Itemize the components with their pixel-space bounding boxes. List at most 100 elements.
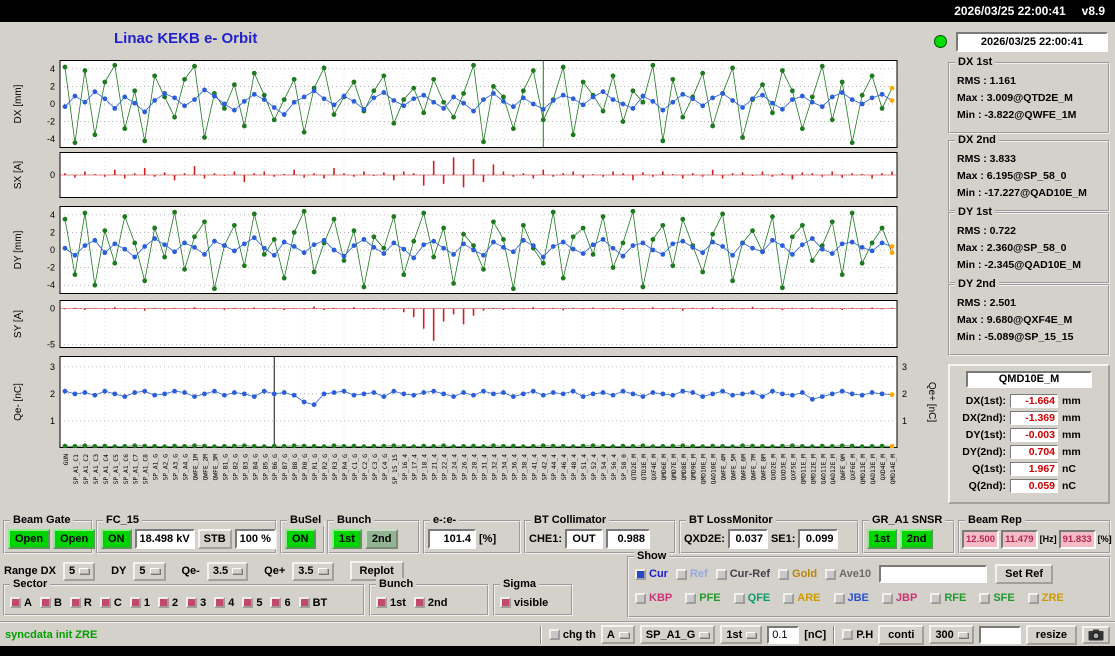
show-checkbox-qfe[interactable]: QFE (733, 592, 770, 604)
threshold-input[interactable] (767, 625, 800, 644)
checkbox-indicator[interactable] (500, 597, 511, 608)
sector-checkbox-1[interactable]: 1 (129, 597, 150, 609)
checkbox-indicator[interactable] (1027, 592, 1039, 604)
checkbox-indicator[interactable] (99, 597, 111, 608)
checkbox-indicator[interactable] (129, 597, 141, 608)
sector-checkbox-4[interactable]: 4 (214, 597, 234, 609)
monitor-unit: mm (1062, 428, 1081, 441)
sy-steering-plot[interactable]: 0 -5 SY [A] (8, 300, 940, 349)
sector-checkbox-a[interactable]: A (10, 597, 32, 609)
checkbox-indicator[interactable] (157, 597, 169, 608)
sector-select[interactable]: A (600, 625, 635, 644)
checkbox-indicator[interactable] (825, 568, 837, 580)
sx-steering-plot[interactable]: 0 SX [A] (8, 152, 940, 198)
ph-checkbox[interactable]: P.H (842, 629, 873, 641)
sector-checkbox-c[interactable]: C (99, 597, 122, 609)
sector-checkbox-b[interactable]: B (39, 597, 62, 609)
sector-checkbox-6[interactable]: 6 (270, 597, 291, 609)
sigma-visible-checkbox[interactable]: visible (500, 597, 548, 609)
monitor-row: DX(2nd): -1.369 mm (956, 409, 1102, 426)
beam-gate-open-2-button[interactable]: Open (53, 529, 96, 549)
checkbox-indicator[interactable] (186, 597, 198, 608)
blank-input[interactable] (978, 625, 1021, 644)
checkbox-indicator[interactable] (715, 568, 727, 580)
show-checkbox-jbp[interactable]: JBP (881, 592, 917, 604)
range-qe-minus-select[interactable]: 3.5 (206, 561, 249, 581)
snsr-2nd-button[interactable]: 2nd (899, 529, 934, 549)
fc15-on-button[interactable]: ON (101, 529, 132, 549)
sector-checkbox-2[interactable]: 2 (157, 597, 178, 609)
charge-plot[interactable]: 3 2 1 3 2 1 Qe- [nC] Qe+ [nC] (8, 356, 940, 450)
conti-button[interactable]: conti (878, 624, 925, 645)
busel-on-button[interactable]: ON (285, 529, 316, 549)
show-checkbox-cur[interactable]: Cur (635, 568, 668, 580)
screenshot-button[interactable] (1082, 625, 1110, 644)
show-checkbox-gold[interactable]: Gold (778, 568, 817, 580)
bunch-2nd-button[interactable]: 2nd (364, 529, 399, 549)
bunch-select[interactable]: 1st (720, 625, 763, 644)
checkbox-label: 2nd (427, 596, 448, 609)
show-checkbox-zre[interactable]: ZRE (1027, 592, 1064, 604)
titlebar-version: v8.9 (1081, 4, 1105, 18)
checkbox-indicator[interactable] (685, 592, 697, 604)
fc15-stb-button[interactable]: STB (197, 529, 232, 549)
sector-checkbox-3[interactable]: 3 (186, 597, 206, 609)
svg-text:GUN: GUN (63, 454, 70, 466)
checkbox-indicator[interactable] (635, 568, 646, 580)
show-checkbox-ave10[interactable]: Ave10 (825, 568, 871, 580)
checkbox-indicator[interactable] (10, 597, 21, 608)
checkbox-indicator[interactable] (270, 597, 282, 608)
interval-select[interactable]: 300 (929, 625, 974, 644)
checkbox-indicator[interactable] (881, 592, 893, 604)
chg-th-checkbox[interactable]: chg th (548, 628, 596, 641)
checkbox-label: 5 (256, 596, 263, 609)
sector-checkbox-bt[interactable]: BT (298, 597, 327, 609)
checkbox-label: A (24, 596, 32, 609)
checkbox-indicator[interactable] (733, 592, 745, 604)
ref-name-input[interactable] (879, 565, 988, 583)
monitor-row: Q(2nd): 0.059 nC (956, 477, 1102, 494)
checkbox-indicator[interactable] (548, 629, 560, 640)
show-checkbox-jbe[interactable]: JBE (833, 592, 869, 604)
checkbox-indicator[interactable] (675, 568, 687, 580)
checkbox-indicator[interactable] (930, 592, 942, 604)
checkbox-indicator[interactable] (413, 597, 425, 608)
checkbox-indicator[interactable] (833, 592, 845, 604)
set-ref-button[interactable]: Set Ref (995, 564, 1054, 584)
beam-gate-open-1-button[interactable]: Open (8, 529, 51, 549)
resize-button[interactable]: resize (1025, 624, 1077, 645)
checkbox-indicator[interactable] (376, 597, 387, 608)
snsr-1st-button[interactable]: 1st (867, 529, 897, 549)
show-checkbox-pfe[interactable]: PFE (685, 592, 721, 604)
checkbox-indicator[interactable] (842, 629, 854, 640)
show-checkbox-sfe[interactable]: SFE (979, 592, 1015, 604)
checkbox-indicator[interactable] (39, 597, 51, 608)
show-checkbox-kbp[interactable]: KBP (635, 592, 672, 604)
show-checkbox-ref[interactable]: Ref (675, 568, 708, 580)
range-dy-select[interactable]: 5 (133, 561, 166, 581)
show-checkbox-rfe[interactable]: RFE (930, 592, 966, 604)
checkbox-indicator[interactable] (635, 592, 646, 604)
range-qe-plus-label: Qe+ (264, 565, 286, 577)
show-checkbox-cur-ref[interactable]: Cur-Ref (715, 568, 770, 580)
svg-text:SP_52_4: SP_52_4 (591, 454, 598, 481)
checkbox-indicator[interactable] (69, 597, 81, 608)
device-select[interactable]: SP_A1_G (639, 625, 716, 644)
checkbox-indicator[interactable] (979, 592, 991, 604)
range-dx-select[interactable]: 5 (62, 561, 96, 581)
checkbox-indicator[interactable] (298, 597, 310, 608)
bunch-1st-button[interactable]: 1st (332, 529, 362, 549)
show-checkbox-are[interactable]: ARE (783, 592, 821, 604)
sector-checkbox-r[interactable]: R (69, 597, 92, 609)
checkbox-indicator[interactable] (242, 597, 254, 608)
sector-checkbox-5[interactable]: 5 (242, 597, 262, 609)
checkbox-label: chg th (562, 628, 596, 641)
checkbox-indicator[interactable] (214, 597, 226, 608)
dx-orbit-plot[interactable]: 4 2 0 -2 -4 DX [mm] (8, 60, 940, 148)
range-qe-plus-select[interactable]: 3.5 (292, 561, 334, 581)
checkbox-indicator[interactable] (783, 592, 795, 604)
dy-orbit-plot[interactable]: 4 2 0 -2 -4 DY [mm] (8, 206, 940, 294)
checkbox-indicator[interactable] (778, 568, 790, 580)
bunch-checkbox-1st[interactable]: 1st (376, 597, 406, 609)
bunch-checkbox-2nd[interactable]: 2nd (413, 596, 448, 609)
